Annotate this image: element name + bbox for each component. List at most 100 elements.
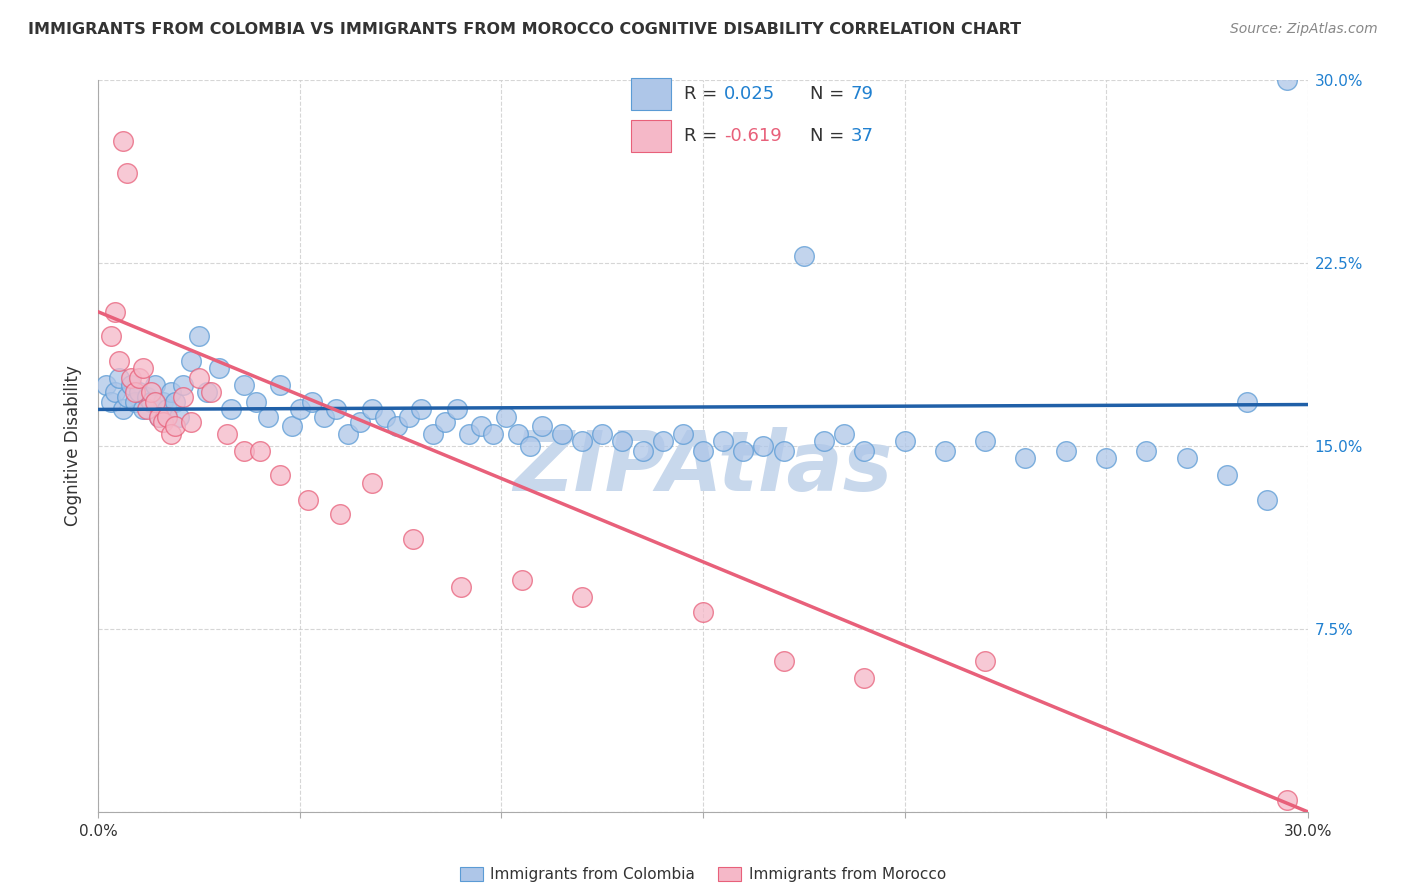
Point (519, 439, 541, 453)
Point (249, 443, 271, 458)
Point (148, 409, 170, 424)
Point (510, 573, 533, 587)
Point (160, 426, 183, 441)
Point (297, 492, 319, 507)
Point (156, 402, 179, 417)
Point (893, 434, 915, 449)
Point (172, 378, 194, 392)
Point (495, 409, 517, 424)
Point (132, 402, 155, 417)
Point (1256, 492, 1278, 507)
Point (793, 249, 815, 263)
Point (96, 378, 118, 392)
Point (314, 409, 336, 424)
Point (172, 390, 194, 404)
Point (832, 426, 855, 441)
Point (148, 409, 170, 424)
FancyBboxPatch shape (631, 120, 671, 152)
Text: Source: ZipAtlas.com: Source: ZipAtlas.com (1230, 22, 1378, 37)
Point (402, 532, 425, 546)
Point (160, 385, 183, 400)
Point (974, 434, 997, 449)
Point (446, 402, 468, 417)
Text: R =: R = (683, 127, 723, 145)
Point (269, 468, 291, 483)
Text: 0.025: 0.025 (724, 85, 775, 103)
Point (281, 419, 304, 434)
Point (152, 395, 174, 409)
Point (672, 426, 695, 441)
Text: N =: N = (810, 85, 851, 103)
Text: 37: 37 (851, 127, 873, 145)
Point (152, 415, 174, 429)
Point (188, 329, 211, 343)
Point (135, 390, 157, 404)
Y-axis label: Cognitive Disability: Cognitive Disability (65, 366, 83, 526)
Text: IMMIGRANTS FROM COLOMBIA VS IMMIGRANTS FROM MOROCCO COGNITIVE DISABILITY CORRELA: IMMIGRANTS FROM COLOMBIA VS IMMIGRANTS F… (28, 22, 1021, 37)
Text: N =: N = (810, 127, 851, 145)
Point (195, 385, 218, 400)
Point (128, 385, 150, 400)
Text: 79: 79 (851, 85, 873, 103)
Point (772, 654, 794, 668)
Point (325, 402, 347, 417)
Point (733, 443, 755, 458)
Point (301, 395, 323, 409)
Point (450, 581, 472, 595)
Point (329, 508, 352, 522)
Point (409, 402, 432, 417)
Point (115, 166, 138, 180)
Text: R =: R = (683, 85, 723, 103)
Point (813, 434, 835, 449)
Point (772, 443, 794, 458)
Point (163, 395, 186, 409)
Point (651, 434, 673, 449)
Point (180, 353, 202, 368)
Point (156, 409, 179, 424)
Point (232, 443, 254, 458)
Point (612, 434, 634, 449)
Point (337, 426, 360, 441)
Point (111, 402, 134, 417)
Point (200, 385, 222, 400)
Point (422, 426, 444, 441)
Point (551, 426, 574, 441)
Point (288, 402, 311, 417)
Point (752, 439, 775, 453)
Point (120, 370, 142, 384)
Point (221, 402, 243, 417)
Point (1135, 443, 1157, 458)
Point (470, 419, 492, 434)
Point (361, 402, 384, 417)
Point (163, 419, 186, 434)
Point (120, 378, 142, 392)
Point (107, 353, 129, 368)
Point (571, 434, 593, 449)
Point (1216, 468, 1239, 483)
Point (361, 475, 384, 490)
Point (256, 409, 278, 424)
Legend: Immigrants from Colombia, Immigrants from Morocco: Immigrants from Colombia, Immigrants fro… (454, 861, 952, 888)
Point (124, 385, 146, 400)
Point (853, 443, 876, 458)
Point (1277, 792, 1299, 806)
Point (398, 409, 420, 424)
Point (103, 385, 125, 400)
Point (458, 426, 481, 441)
Point (711, 434, 734, 449)
Point (167, 409, 190, 424)
Point (1095, 451, 1118, 466)
Point (506, 426, 529, 441)
FancyBboxPatch shape (631, 78, 671, 110)
Point (1277, 73, 1299, 87)
Point (139, 395, 162, 409)
Point (100, 329, 122, 343)
Point (482, 426, 505, 441)
Point (143, 378, 166, 392)
Point (103, 305, 125, 319)
Point (934, 443, 956, 458)
Point (530, 419, 553, 434)
Point (107, 370, 129, 384)
Point (208, 361, 231, 376)
Point (232, 378, 254, 392)
